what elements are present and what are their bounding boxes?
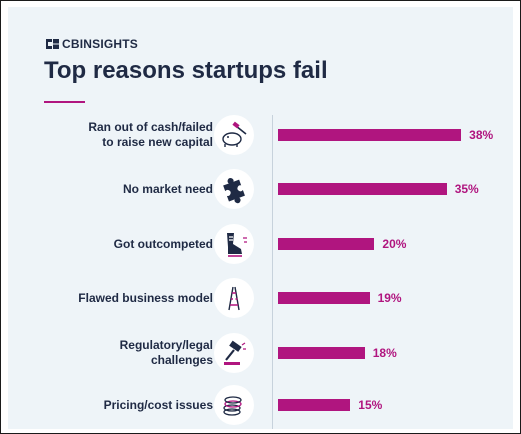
infographic-card: CBINSIGHTS Top reasons startups fail Ran… (8, 7, 513, 429)
gavel-icon (224, 340, 246, 365)
category-label-line: No market need (122, 181, 213, 196)
piggy-bank-hammer-icon (222, 121, 247, 147)
running-shoe-icon (227, 233, 247, 257)
category-label: Ran out of cash/failed to raise new capit… (8, 120, 213, 150)
category-label: Pricing/cost issues (8, 398, 213, 413)
coin-stack-icon (223, 396, 242, 416)
axis-divider (272, 115, 273, 429)
category-label: Regulatory/legal challenges (8, 338, 213, 368)
data-label: 15% (358, 398, 383, 412)
bar (278, 183, 447, 195)
category-label-line: Ran out of cash/failed (88, 120, 213, 134)
cb-logo-icon (46, 39, 59, 49)
category-label-line: challenges (150, 353, 213, 367)
data-label: 20% (382, 237, 407, 251)
data-label: 38% (469, 128, 494, 142)
brand-name: CBINSIGHTS (62, 37, 139, 51)
data-label: 35% (454, 182, 479, 196)
bar (278, 129, 462, 141)
broken-ladder-badge (214, 278, 254, 318)
brand-logo: CBINSIGHTS (46, 37, 138, 51)
category-label-line: Regulatory/legal (119, 338, 213, 352)
piggy-bank-hammer-badge (214, 115, 254, 155)
category-label-line: Pricing/cost issues (103, 397, 213, 412)
category-label-line: Flawed business model (78, 290, 213, 305)
bar (278, 292, 370, 304)
bar (278, 238, 375, 250)
bar (278, 347, 365, 359)
gavel-badge (214, 333, 254, 373)
chart-title: Top reasons startups fail (44, 57, 328, 84)
category-label-line: to raise new capital (102, 135, 213, 149)
puzzle-piece-icon (223, 178, 245, 204)
puzzle-piece-badge (214, 169, 254, 209)
coin-stack-badge (214, 385, 254, 425)
title-accent-line (44, 101, 85, 103)
category-label: No market need (8, 182, 213, 197)
running-shoe-badge (214, 224, 254, 264)
category-label: Flawed business model (8, 291, 213, 306)
broken-ladder-icon (228, 286, 240, 311)
data-label: 18% (372, 346, 397, 360)
data-label: 19% (377, 291, 402, 305)
bar (278, 399, 351, 411)
category-label: Got outcompeted (8, 237, 213, 252)
category-label-line: Got outcompeted (113, 236, 213, 251)
